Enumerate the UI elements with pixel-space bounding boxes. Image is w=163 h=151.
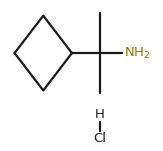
- Text: NH$_2$: NH$_2$: [124, 45, 150, 61]
- Text: Cl: Cl: [93, 132, 106, 145]
- Text: H: H: [95, 108, 105, 121]
